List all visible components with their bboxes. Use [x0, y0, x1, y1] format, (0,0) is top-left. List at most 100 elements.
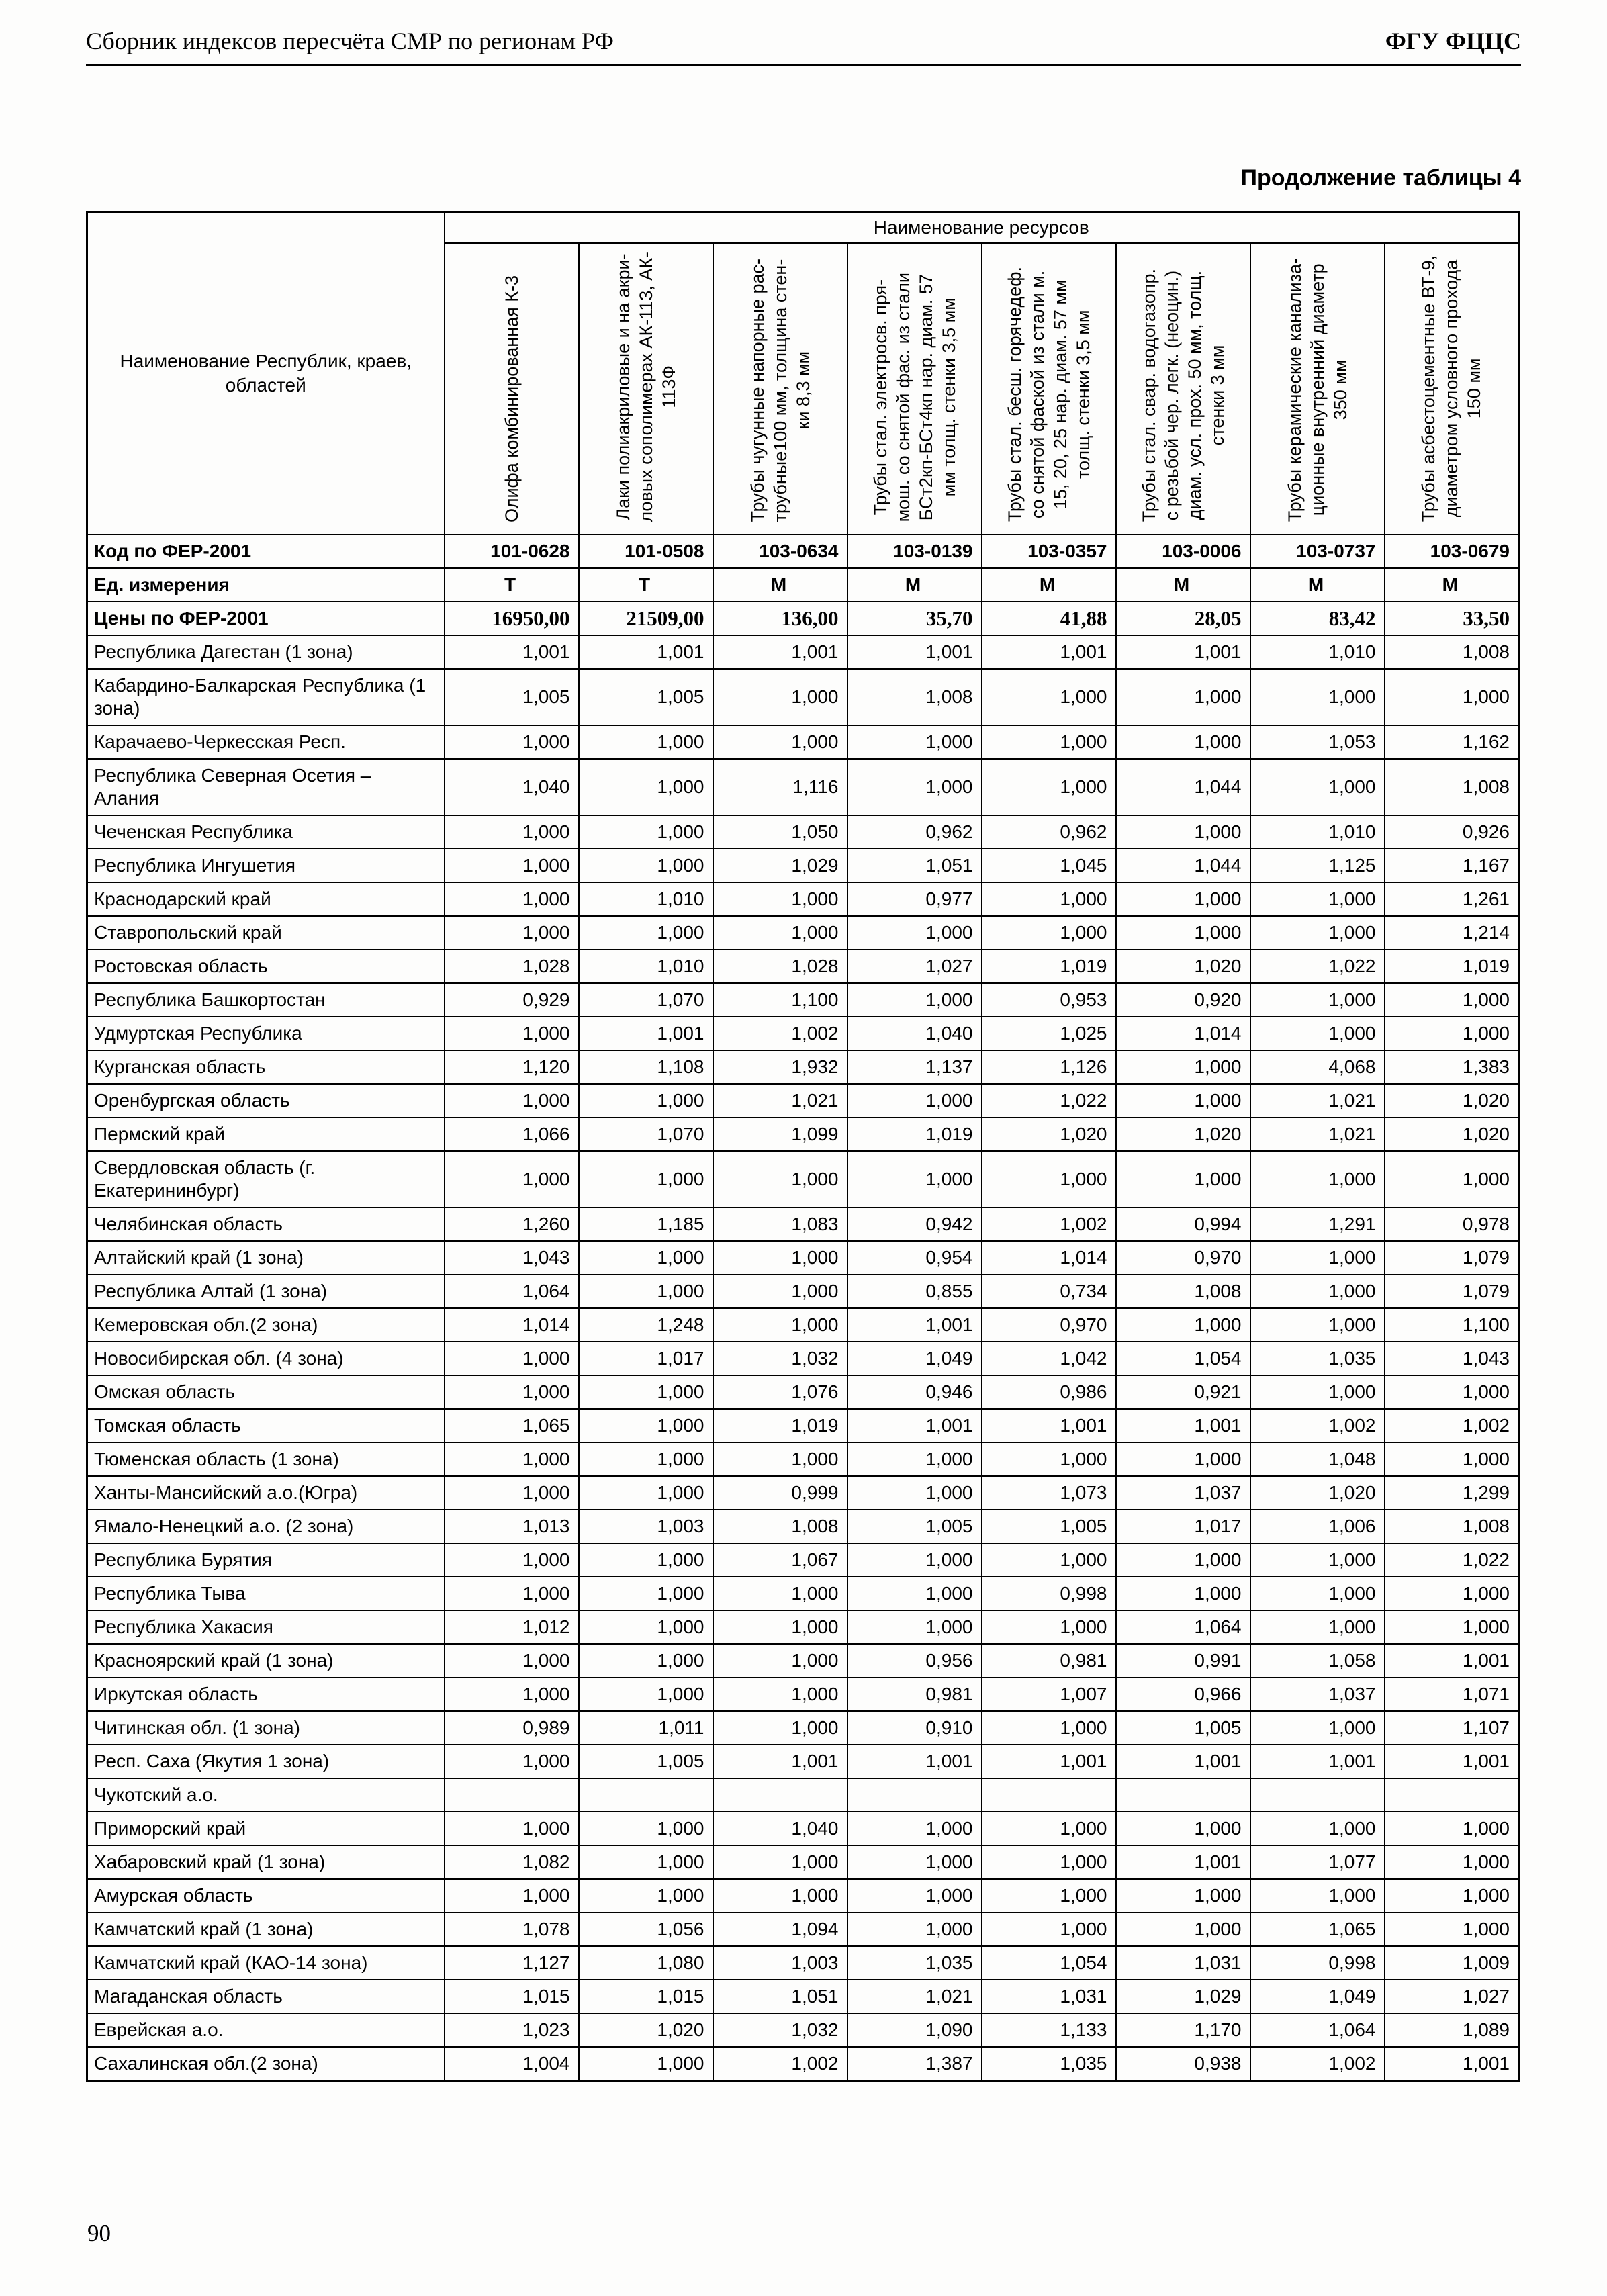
value-cell: 1,000 [443, 1878, 580, 1913]
value-cell: 1,000 [578, 1083, 714, 1118]
table-row: Ед. измерения Т Т М М М М М М [86, 567, 1520, 602]
value-cell: 1,000 [1249, 1575, 1385, 1611]
value-cell: 1,299 [1383, 1475, 1520, 1510]
value-cell: 1,000 [712, 881, 848, 917]
value-cell: 1,000 [1249, 881, 1385, 917]
table-row: Ямало-Ненецкий а.о. (2 зона) 1,013 1,003 1,… [86, 1508, 1520, 1544]
value-cell: 1,000 [1383, 982, 1520, 1017]
table-row: Республика Тыва 1,000 1,000 1,000 1,000 0,998… [86, 1575, 1520, 1611]
row-label-cell: Чеченская Республика [86, 814, 445, 849]
table-row: Республика Хакасия 1,012 1,000 1,000 1,000 1,… [86, 1609, 1520, 1645]
table-row: Ханты-Мансийский а.о.(Югра) 1,000 1,000 0,9… [86, 1475, 1520, 1510]
row-label-cell: Приморский край [86, 1810, 445, 1846]
value-cell: 1,000 [712, 1676, 848, 1712]
table-row: Читинская обл. (1 зона) 0,989 1,011 1,000 0,… [86, 1710, 1520, 1745]
value-cell: 1,065 [443, 1408, 580, 1443]
value-cell: Т [578, 567, 714, 602]
table-row: Респ. Саха (Якутия 1 зона) 1,000 1,005 1,00… [86, 1743, 1520, 1779]
row-label-cell: Челябинская область [86, 1206, 445, 1242]
value-cell [1249, 1777, 1385, 1812]
value-cell: 1,000 [980, 1609, 1117, 1645]
value-cell: 0,946 [846, 1374, 982, 1410]
value-cell: 1,167 [1383, 847, 1520, 883]
value-cell: 1,064 [1115, 1609, 1251, 1645]
value-cell: 1,000 [846, 1083, 982, 1118]
value-cell: 0,954 [846, 1240, 982, 1275]
value-cell: 1,000 [846, 1475, 982, 1510]
table-row: Пермский край 1,066 1,070 1,099 1,019 1,020 1,… [86, 1116, 1520, 1152]
table-row: Красноярский край (1 зона) 1,000 1,000 1,00… [86, 1643, 1520, 1678]
value-cell: 1,000 [578, 1878, 714, 1913]
value-cell: 1,020 [1249, 1475, 1385, 1510]
page-number: 90 [87, 2220, 111, 2246]
value-cell: 1,000 [1115, 1878, 1251, 1913]
value-cell: 1,000 [443, 1643, 580, 1678]
value-cell: 1,000 [980, 1878, 1117, 1913]
value-cell: 1,013 [443, 1508, 580, 1544]
value-cell: 1,000 [1115, 1083, 1251, 1118]
value-cell: 1,040 [846, 1015, 982, 1051]
value-cell: 0,991 [1115, 1643, 1251, 1678]
value-cell: 1,056 [578, 1911, 714, 1947]
value-cell: 1,023 [443, 2012, 580, 2048]
value-cell: 1,019 [712, 1408, 848, 1443]
table-row: Еврейская а.о. 1,023 1,020 1,032 1,090 1,133 1… [86, 2012, 1520, 2048]
row-label-cell: Амурская область [86, 1878, 445, 1913]
value-cell: 1,170 [1115, 2012, 1251, 2048]
value-cell: М [1383, 567, 1520, 602]
resource-column-header: Олифа комбинированная К-3 [443, 242, 580, 535]
value-cell: 1,064 [1249, 2012, 1385, 2048]
value-cell: 1,027 [846, 948, 982, 984]
value-cell: 1,000 [1249, 982, 1385, 1017]
table-caption: Продолжение таблицы 4 [1240, 165, 1522, 191]
value-cell: 1,035 [980, 2046, 1117, 2081]
resource-column-header: Трубы стал. свар. водогазопр. с резьбой ч… [1115, 242, 1251, 535]
value-cell: 1,000 [578, 1441, 714, 1477]
value-cell: 1,021 [846, 1978, 982, 2014]
value-cell: 1,005 [578, 1743, 714, 1779]
table-row: Магаданская область 1,015 1,015 1,051 1,021 1… [86, 1978, 1520, 2014]
value-cell: 1,000 [1383, 1374, 1520, 1410]
value-cell: 4,068 [1249, 1049, 1385, 1085]
row-label-cell: Чукотский а.о. [86, 1777, 445, 1812]
value-cell: 136,00 [712, 600, 848, 636]
value-cell: 1,000 [846, 1542, 982, 1577]
table-row: Республика Ингушетия 1,000 1,000 1,029 1,051… [86, 847, 1520, 883]
value-cell: 1,044 [1115, 847, 1251, 883]
value-cell: 101-0508 [578, 533, 714, 569]
value-cell: 1,005 [578, 668, 714, 726]
row-label-cell: Ед. измерения [86, 567, 445, 602]
value-cell: 1,094 [712, 1911, 848, 1947]
value-cell: 1,000 [443, 1475, 580, 1510]
value-cell: 1,000 [1249, 1374, 1385, 1410]
value-cell: 1,005 [1115, 1710, 1251, 1745]
value-cell [443, 1777, 580, 1812]
value-cell: 1,000 [1249, 1542, 1385, 1577]
value-cell: 1,044 [1115, 757, 1251, 816]
value-cell: 1,040 [443, 757, 580, 816]
value-cell: 1,000 [980, 915, 1117, 950]
value-cell: 0,994 [1115, 1206, 1251, 1242]
value-cell: 1,000 [578, 2046, 714, 2081]
value-cell: 1,008 [846, 668, 982, 726]
value-cell: 1,025 [980, 1015, 1117, 1051]
value-cell: 1,040 [712, 1810, 848, 1846]
row-label-cell: Ставропольский край [86, 915, 445, 950]
value-cell: 1,066 [443, 1116, 580, 1152]
row-label-cell: Ямало-Ненецкий а.о. (2 зона) [86, 1508, 445, 1544]
value-cell: 1,000 [712, 1240, 848, 1275]
value-cell: 1,082 [443, 1844, 580, 1880]
value-cell: 1,000 [1115, 814, 1251, 849]
value-cell: 1,248 [578, 1307, 714, 1342]
value-cell: 1,002 [712, 2046, 848, 2081]
value-cell [980, 1777, 1117, 1812]
value-cell: 1,291 [1249, 1206, 1385, 1242]
row-label-cell: Сахалинская обл.(2 зона) [86, 2046, 445, 2081]
value-cell: 1,002 [980, 1206, 1117, 1242]
value-cell: 1,019 [846, 1116, 982, 1152]
value-cell: 83,42 [1249, 600, 1385, 636]
value-cell: 1,383 [1383, 1049, 1520, 1085]
value-cell: 1,020 [578, 2012, 714, 2048]
value-cell: 1,020 [1383, 1083, 1520, 1118]
value-cell [1383, 1777, 1520, 1812]
